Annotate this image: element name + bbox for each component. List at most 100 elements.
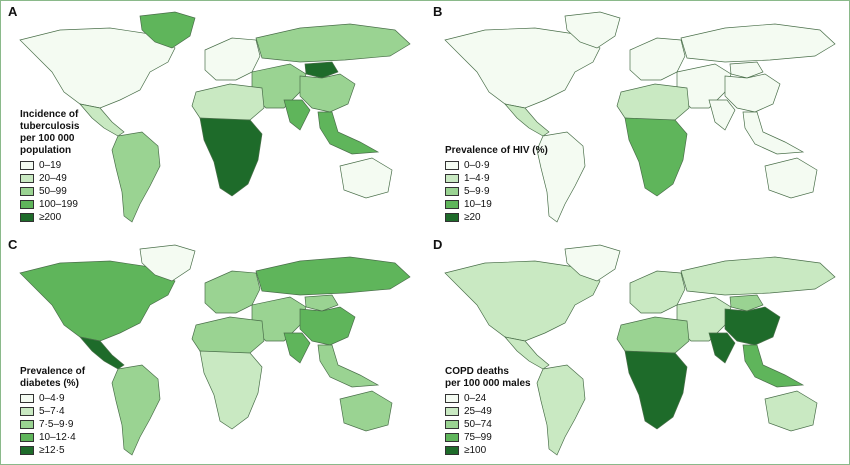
legend-label: 0–4·9: [39, 393, 65, 404]
legend-label: ≥100: [464, 445, 487, 456]
legend-item: 25–49: [445, 405, 531, 418]
region-oceania: [339, 157, 393, 199]
legend-label: 5–7·4: [39, 406, 65, 417]
region-russia: [680, 23, 836, 63]
legend-item: 50–99: [20, 185, 79, 198]
legend-item: 0–0·9: [445, 159, 548, 172]
panel-b: B Prevalence of HIV (%) 0–0·9 1–4·9 5–9·…: [425, 0, 850, 232]
legend-swatch: [20, 433, 34, 442]
legend-item: 0–4·9: [20, 392, 85, 405]
legend-label: 0–24: [464, 393, 487, 404]
legend-title: Incidence of tuberculosis per 100 000 po…: [20, 109, 80, 156]
region-north-america: [444, 27, 601, 109]
legend-item: ≥20: [445, 211, 548, 224]
legend-item: 75–99: [445, 431, 531, 444]
legend-swatch: [20, 213, 34, 222]
region-sub-saharan-africa: [624, 350, 688, 430]
legend-swatch: [445, 446, 459, 455]
region-mongolia: [304, 61, 339, 79]
legend-label: 50–99: [39, 186, 67, 197]
legend-item: 10–19: [445, 198, 548, 211]
world-map: [19, 244, 411, 456]
legend-item: 100–199: [20, 198, 79, 211]
legend-item: 50–74: [445, 418, 531, 431]
legend-label: 75–99: [464, 432, 492, 443]
legend-item: 0–19: [20, 159, 79, 172]
region-oceania: [764, 390, 818, 432]
region-southeast-asia: [742, 111, 805, 155]
region-greenland: [139, 11, 196, 49]
region-central-america: [504, 336, 550, 370]
legend-label: 10–12·4: [39, 432, 76, 443]
world-map: [444, 244, 836, 456]
legend-swatch: [20, 394, 34, 403]
region-north-africa: [191, 316, 265, 356]
panel-letter: C: [8, 237, 18, 252]
region-mongolia: [729, 294, 764, 312]
legend-swatch: [20, 446, 34, 455]
legend-swatch: [20, 161, 34, 170]
legend-label: ≥12·5: [39, 445, 65, 456]
legend-label: 100–199: [39, 199, 78, 210]
panel-letter: D: [433, 237, 443, 252]
region-central-america: [504, 103, 550, 137]
legend-item: 1–4·9: [445, 172, 548, 185]
legend-item: 20–49: [20, 172, 79, 185]
legend-swatch: [445, 174, 459, 183]
region-mongolia: [304, 294, 339, 312]
legend-label: 1–4·9: [464, 173, 490, 184]
region-north-africa: [616, 316, 690, 356]
region-sub-saharan-africa: [199, 350, 263, 430]
region-china: [724, 73, 781, 113]
region-north-america: [444, 260, 601, 342]
region-south-asia: [708, 332, 736, 364]
panel-a: A Incidence of tuberculosis per 100 000 …: [0, 0, 425, 232]
region-south-america: [111, 364, 161, 456]
legend-item: ≥12·5: [20, 444, 85, 457]
legend-item: 5–9·9: [445, 185, 548, 198]
region-central-america: [79, 336, 125, 370]
region-china: [299, 73, 356, 113]
region-south-asia: [708, 99, 736, 131]
region-oceania: [339, 390, 393, 432]
legend-label: 7·5–9·9: [39, 419, 74, 430]
legend-label: 0–0·9: [464, 160, 490, 171]
legend-swatch: [20, 407, 34, 416]
legend-swatch: [445, 407, 459, 416]
legend-swatch: [20, 200, 34, 209]
legend-label: 25–49: [464, 406, 492, 417]
legend-label: 5–9·9: [464, 186, 490, 197]
legend-item: ≥200: [20, 211, 79, 224]
legend-item: 0–24: [445, 392, 531, 405]
legend-item: 5–7·4: [20, 405, 85, 418]
legend-title: COPD deaths per 100 000 males: [445, 366, 531, 389]
region-russia: [255, 23, 411, 63]
legend-label: 0–19: [39, 160, 62, 171]
legend-swatch: [445, 433, 459, 442]
region-south-america: [111, 131, 161, 223]
region-greenland: [564, 244, 621, 282]
region-south-asia: [283, 332, 311, 364]
map-legend: Prevalence of diabetes (%) 0–4·9 5–7·4 7…: [20, 366, 85, 457]
world-map: [19, 11, 411, 223]
region-central-america: [79, 103, 125, 137]
region-north-africa: [191, 83, 265, 123]
legend-label: 10–19: [464, 199, 492, 210]
region-north-america: [19, 27, 176, 109]
region-southeast-asia: [742, 344, 805, 388]
region-greenland: [564, 11, 621, 49]
region-china: [724, 306, 781, 346]
region-north-america: [19, 260, 176, 342]
legend-label: ≥200: [39, 212, 62, 223]
legend-label: ≥20: [464, 212, 481, 223]
legend-item: 7·5–9·9: [20, 418, 85, 431]
legend-item: ≥100: [445, 444, 531, 457]
region-south-asia: [283, 99, 311, 131]
legend-swatch: [445, 161, 459, 170]
legend-swatch: [445, 213, 459, 222]
legend-swatch: [445, 200, 459, 209]
legend-item: 10–12·4: [20, 431, 85, 444]
region-mongolia: [729, 61, 764, 79]
legend-title: Prevalence of diabetes (%): [20, 366, 86, 389]
region-southeast-asia: [317, 111, 380, 155]
